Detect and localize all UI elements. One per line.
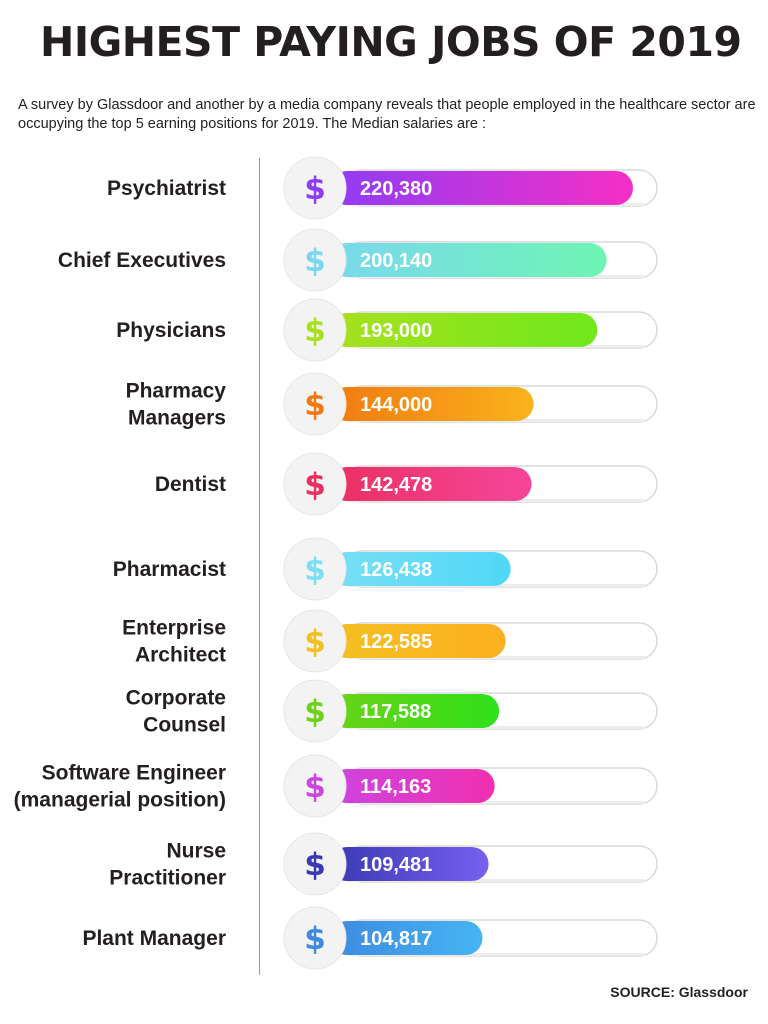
bar: [330, 921, 483, 955]
value-label: 144,000: [360, 394, 432, 416]
category-label: Physicians: [116, 319, 226, 342]
category-label: Plant Manager: [82, 927, 226, 950]
dollar-icon: $: [304, 467, 326, 503]
bar-row-physicians: Physicians $193,000: [116, 298, 658, 362]
dollar-icon: $: [304, 387, 326, 423]
value-label: 126,438: [360, 559, 432, 581]
bar: [330, 847, 489, 881]
bar: [330, 313, 598, 347]
icon-circle: [283, 754, 347, 818]
icon-circle: [283, 609, 347, 673]
icon-circle: [283, 298, 347, 362]
dollar-icon: $: [304, 552, 326, 588]
category-label: Dentist: [155, 473, 226, 496]
category-label: Pharmacy Managers: [126, 380, 227, 430]
bar: [330, 243, 607, 277]
value-label: 142,478: [360, 474, 432, 496]
bar-row-chief-executives: Chief Executives $200,140: [58, 228, 658, 292]
category-label: Pharmacist: [113, 558, 226, 581]
icon-circle: [283, 679, 347, 743]
bar-row-dentist: Dentist $142,478: [155, 452, 658, 516]
dollar-icon: $: [304, 624, 326, 660]
value-label: 193,000: [360, 320, 432, 342]
icon-circle: [283, 537, 347, 601]
value-label: 122,585: [360, 631, 432, 653]
icon-circle: [283, 832, 347, 896]
category-label: Software Engineer (managerial position): [14, 762, 226, 812]
category-label: Nurse Practitioner: [109, 840, 226, 890]
value-label: 220,380: [360, 178, 432, 200]
bar: [330, 694, 500, 728]
icon-circle: [283, 372, 347, 436]
dollar-icon: $: [304, 243, 326, 279]
value-label: 117,588: [360, 701, 431, 723]
bar: [330, 552, 511, 586]
page-subtitle: A survey by Glassdoor and another by a m…: [18, 97, 756, 132]
bar: [330, 467, 532, 501]
dollar-icon: $: [304, 171, 326, 207]
source-note: SOURCE: Glassdoor: [610, 984, 748, 1000]
bar-row-plant-manager: Plant Manager $104,817: [82, 906, 658, 970]
value-label: 104,817: [360, 928, 432, 950]
bar: [330, 387, 534, 421]
bar: [330, 769, 495, 803]
page-title: HIGHEST PAYING JOBS OF 2019: [40, 18, 742, 66]
icon-circle: [283, 906, 347, 970]
dollar-icon: $: [304, 769, 326, 805]
icon-circle: [283, 156, 347, 220]
category-label: Corporate Counsel: [126, 687, 226, 737]
value-label: 200,140: [360, 250, 432, 272]
category-label: Enterprise Architect: [122, 617, 226, 667]
bar-row-software-engineer-managerial-position: Software Engineer (managerial position) $1…: [14, 754, 658, 818]
bar-row-psychiatrist: Psychiatrist $220,380: [107, 156, 658, 220]
dollar-icon: $: [304, 694, 326, 730]
bar: [330, 171, 633, 205]
bar: [330, 624, 506, 658]
bar-row-pharmacy-managers: Pharmacy Managers $144,000: [126, 372, 658, 436]
category-label: Psychiatrist: [107, 177, 226, 200]
dollar-icon: $: [304, 313, 326, 349]
bar-row-corporate-counsel: Corporate Counsel $117,588: [126, 679, 658, 743]
bar-row-nurse-practitioner: Nurse Practitioner $109,481: [109, 832, 658, 896]
vertical-divider: [259, 158, 260, 975]
value-label: 114,163: [360, 776, 431, 798]
dollar-icon: $: [304, 847, 326, 883]
dollar-icon: $: [304, 921, 326, 957]
value-label: 109,481: [360, 854, 432, 876]
icon-circle: [283, 452, 347, 516]
icon-circle: [283, 228, 347, 292]
category-label: Chief Executives: [58, 249, 226, 272]
bar-row-pharmacist: Pharmacist $126,438: [113, 537, 658, 601]
bar-row-enterprise-architect: Enterprise Architect $122,585: [122, 609, 658, 673]
